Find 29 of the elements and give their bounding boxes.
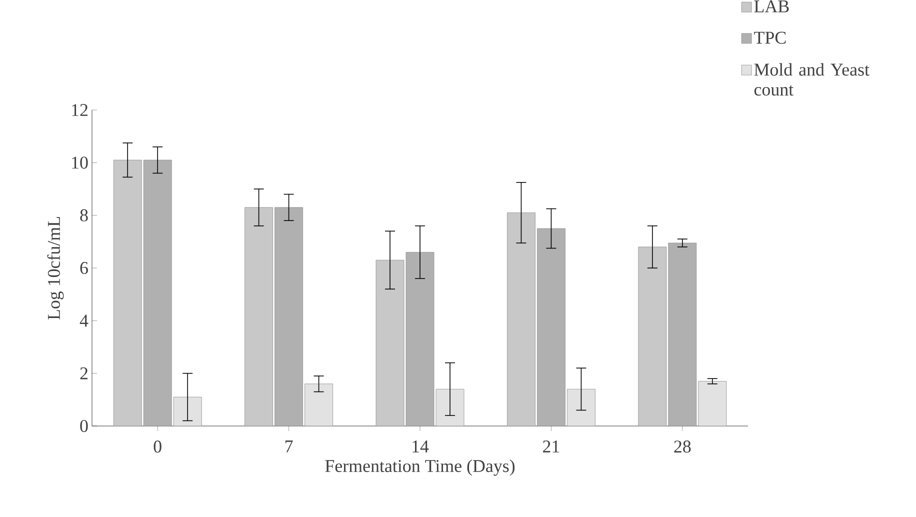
bar — [668, 242, 697, 426]
bar — [274, 207, 303, 426]
y-tick-label: 2 — [80, 367, 88, 380]
x-tick-label: 14 — [412, 440, 429, 452]
x-axis-title: Fermentation Time (Days) — [325, 459, 515, 476]
bar — [537, 228, 566, 426]
x-tick-label: 21 — [543, 440, 560, 452]
bar — [143, 160, 172, 426]
y-tick-label: 8 — [80, 209, 88, 222]
x-tick-label: 7 — [286, 440, 293, 452]
legend-label: LAB — [754, 0, 789, 12]
y-tick-label: 6 — [80, 262, 88, 274]
bar — [376, 260, 404, 426]
bar — [406, 252, 434, 426]
bar — [113, 160, 142, 426]
bar — [244, 207, 274, 426]
bar — [638, 246, 667, 426]
y-tick-label: 4 — [80, 314, 88, 327]
y-tick-label: 10 — [72, 156, 88, 169]
x-tick-label: 28 — [674, 440, 691, 453]
bar — [507, 212, 536, 426]
bar — [698, 381, 727, 426]
legend-label: TPC — [754, 32, 786, 44]
y-tick-label: 0 — [80, 420, 88, 432]
bar — [304, 384, 333, 426]
y-tick-label: 12 — [72, 104, 88, 116]
legend-label: Mold and Yeast count — [754, 63, 870, 96]
x-tick-label: 0 — [154, 440, 162, 453]
y-axis-title: Log 10cfu/mL — [47, 217, 64, 320]
